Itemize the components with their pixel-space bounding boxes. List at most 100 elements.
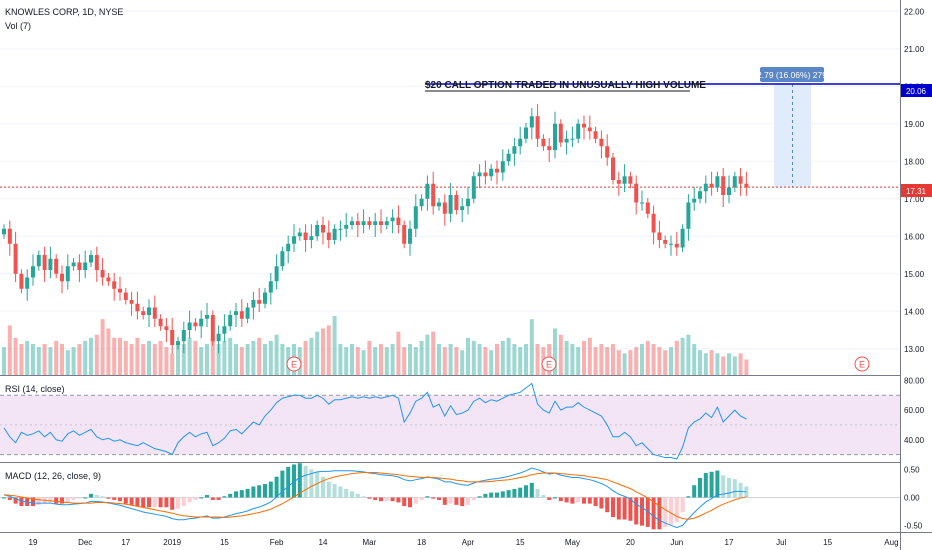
candle[interactable] bbox=[83, 262, 88, 271]
candle[interactable] bbox=[454, 195, 459, 210]
candle[interactable] bbox=[605, 146, 610, 158]
candle[interactable] bbox=[599, 138, 604, 147]
macd-pane[interactable] bbox=[0, 463, 900, 530]
candle[interactable] bbox=[199, 318, 204, 327]
candle[interactable] bbox=[48, 258, 53, 270]
candle[interactable] bbox=[2, 228, 6, 235]
candle[interactable] bbox=[234, 311, 238, 315]
candle[interactable] bbox=[558, 123, 563, 143]
earnings-marker-1[interactable]: E bbox=[286, 356, 302, 372]
candle[interactable] bbox=[582, 123, 586, 128]
candle[interactable] bbox=[280, 251, 285, 267]
candle[interactable] bbox=[721, 176, 726, 195]
candle[interactable] bbox=[222, 326, 227, 334]
candle[interactable] bbox=[425, 183, 430, 199]
candle[interactable] bbox=[732, 176, 737, 188]
candle[interactable] bbox=[518, 138, 523, 147]
candle[interactable] bbox=[54, 258, 59, 274]
candle[interactable] bbox=[112, 281, 117, 289]
candle[interactable] bbox=[42, 255, 47, 270]
candle[interactable] bbox=[390, 217, 395, 222]
candle[interactable] bbox=[669, 243, 673, 245]
macd-line[interactable] bbox=[3, 467, 747, 529]
price-pane[interactable] bbox=[0, 10, 900, 375]
candle[interactable] bbox=[663, 240, 668, 244]
candle[interactable] bbox=[564, 138, 569, 143]
candle[interactable] bbox=[715, 176, 720, 188]
candle[interactable] bbox=[500, 161, 505, 173]
candle[interactable] bbox=[263, 292, 267, 304]
candle[interactable] bbox=[547, 146, 552, 150]
candle[interactable] bbox=[36, 255, 41, 267]
candle[interactable] bbox=[286, 243, 291, 252]
candle[interactable] bbox=[645, 202, 650, 214]
candle[interactable] bbox=[100, 270, 105, 278]
candle[interactable] bbox=[274, 266, 279, 282]
candle[interactable] bbox=[512, 146, 517, 154]
candle[interactable] bbox=[181, 330, 186, 342]
candle[interactable] bbox=[303, 232, 308, 241]
candle[interactable] bbox=[379, 221, 383, 225]
candle[interactable] bbox=[205, 315, 209, 319]
candle[interactable] bbox=[593, 131, 598, 139]
candle[interactable] bbox=[628, 176, 633, 184]
candle[interactable] bbox=[129, 300, 134, 304]
candle[interactable] bbox=[89, 255, 93, 263]
candle[interactable] bbox=[193, 322, 198, 327]
candle[interactable] bbox=[25, 277, 30, 289]
candle[interactable] bbox=[31, 266, 35, 278]
candle[interactable] bbox=[640, 202, 644, 204]
candle[interactable] bbox=[408, 228, 412, 244]
candle[interactable] bbox=[152, 307, 157, 319]
candle[interactable] bbox=[553, 123, 557, 150]
candle[interactable] bbox=[698, 191, 702, 199]
candle[interactable] bbox=[570, 138, 575, 140]
candle[interactable] bbox=[622, 176, 627, 184]
candle[interactable] bbox=[141, 311, 146, 315]
candle[interactable] bbox=[384, 221, 389, 225]
candle[interactable] bbox=[361, 221, 366, 225]
candle[interactable] bbox=[506, 153, 511, 162]
candle[interactable] bbox=[315, 225, 320, 237]
candle[interactable] bbox=[477, 172, 482, 177]
candle[interactable] bbox=[680, 228, 685, 248]
candle[interactable] bbox=[738, 176, 743, 184]
candle[interactable] bbox=[251, 300, 256, 308]
candle[interactable] bbox=[187, 322, 192, 331]
candle[interactable] bbox=[634, 183, 639, 203]
candle[interactable] bbox=[355, 221, 360, 225]
candle[interactable] bbox=[448, 195, 453, 214]
candle[interactable] bbox=[19, 273, 24, 289]
time-axis[interactable]: 19 Dec 17 2019 15 Feb 14 Mar 18 Apr 15 May 20 Jun 17 Ju… bbox=[29, 538, 899, 547]
candle[interactable] bbox=[703, 183, 708, 192]
candle[interactable] bbox=[576, 123, 581, 139]
candle[interactable] bbox=[239, 311, 244, 319]
candle[interactable] bbox=[367, 221, 372, 225]
earnings-marker-2[interactable]: E bbox=[541, 356, 557, 372]
candle[interactable] bbox=[106, 277, 111, 282]
candle[interactable] bbox=[245, 307, 250, 319]
candle[interactable] bbox=[727, 187, 731, 196]
candle[interactable] bbox=[158, 318, 163, 327]
candle[interactable] bbox=[344, 225, 349, 229]
candle[interactable] bbox=[495, 168, 499, 173]
candle[interactable] bbox=[744, 183, 749, 188]
candle[interactable] bbox=[210, 315, 215, 342]
candle[interactable] bbox=[524, 127, 528, 139]
candle[interactable] bbox=[309, 236, 314, 240]
candle[interactable] bbox=[147, 307, 151, 316]
candle[interactable] bbox=[483, 172, 488, 177]
candle[interactable] bbox=[257, 300, 262, 304]
macd-signal-line[interactable] bbox=[3, 471, 747, 520]
earnings-marker-3[interactable]: E bbox=[854, 356, 870, 372]
candle[interactable] bbox=[442, 202, 447, 214]
price-axis[interactable]: 13.0014.0015.0016.0017.0018.0019.0020.00… bbox=[904, 7, 925, 530]
candle[interactable] bbox=[332, 228, 337, 240]
candle[interactable] bbox=[692, 198, 697, 203]
candle[interactable] bbox=[657, 232, 662, 241]
candle[interactable] bbox=[350, 221, 354, 225]
candle[interactable] bbox=[118, 288, 122, 293]
candle[interactable] bbox=[7, 228, 12, 244]
candle[interactable] bbox=[326, 232, 331, 241]
candle[interactable] bbox=[674, 243, 679, 248]
